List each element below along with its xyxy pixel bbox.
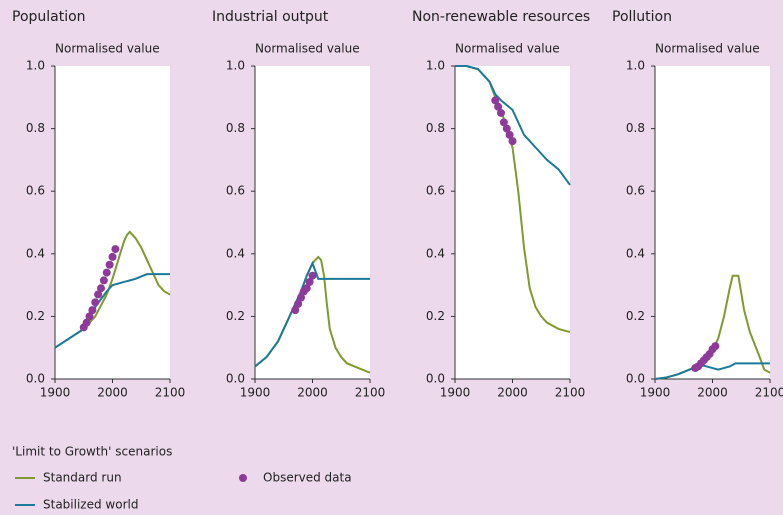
observed-point [297,293,305,302]
observed-point [91,298,100,307]
observed-point [111,245,120,254]
observed-point [308,271,317,280]
y-tick-label: 1.0 [426,59,445,73]
y-tick-label: 0.4 [626,246,645,260]
y-tick-label: 0.0 [426,372,445,386]
y-tick-label: 0.8 [26,121,45,135]
y-axis-label: Normalised value [255,42,360,56]
observed-point [108,252,117,261]
plot-area [655,66,770,379]
legend-swatch [239,474,247,482]
panel-title: Non-renewable resources [412,9,590,25]
observed-point [302,284,311,293]
legend-title: 'Limit to Growth' scenarios [12,445,172,459]
x-tick-label: 2100 [555,386,586,400]
legend-label: Stabilized world [43,498,138,512]
panel-title: Population [12,9,86,25]
legend-label: Standard run [43,471,122,485]
x-tick-label: 2000 [497,386,528,400]
y-tick-label: 0.0 [226,372,245,386]
x-tick-label: 2000 [97,386,128,400]
y-tick-label: 1.0 [226,59,245,73]
x-tick-label: 1900 [40,386,71,400]
observed-point [105,260,114,269]
y-axis-label: Normalised value [55,42,160,56]
plot-area [255,66,370,379]
y-tick-label: 1.0 [626,59,645,73]
y-tick-label: 0.6 [26,184,45,198]
observed-point [491,96,500,105]
y-tick-label: 0.8 [626,121,645,135]
panel-title: Pollution [612,9,672,25]
y-tick-label: 0.6 [626,184,645,198]
x-tick-label: 2100 [355,386,386,400]
observed-point [85,312,94,321]
x-tick-label: 2000 [697,386,728,400]
x-tick-label: 1900 [640,386,671,400]
legend-label: Observed data [263,471,352,485]
y-tick-label: 0.0 [26,372,45,386]
series-line [54,230,171,349]
observed-point [99,276,108,285]
y-tick-label: 0.8 [426,121,445,135]
y-tick-label: 0.4 [26,246,45,260]
x-tick-label: 2100 [755,386,783,400]
x-tick-label: 2000 [297,386,328,400]
plot-area [55,66,170,379]
observed-point [502,124,511,133]
observed-point [494,102,503,111]
plot-area [455,66,570,379]
y-tick-label: 0.2 [426,309,445,323]
y-tick-label: 0.4 [426,246,445,260]
observed-point [88,306,97,315]
observed-point [505,130,514,139]
observed-point [291,306,300,315]
observed-point [102,268,111,277]
y-tick-label: 0.2 [226,309,245,323]
series-line [455,65,571,186]
y-tick-label: 0.8 [226,121,245,135]
panel-title: Industrial output [212,9,329,25]
y-tick-label: 0.2 [26,309,45,323]
x-tick-label: 1900 [240,386,271,400]
y-tick-label: 0.6 [226,184,245,198]
x-tick-label: 2100 [155,386,186,400]
y-tick-label: 0.6 [426,184,445,198]
y-tick-label: 0.0 [626,372,645,386]
y-tick-label: 0.4 [226,246,245,260]
y-tick-label: 1.0 [26,59,45,73]
observed-point [94,290,103,299]
observed-point [294,299,303,308]
observed-point [499,118,508,127]
observed-point [305,277,314,286]
observed-point [97,284,105,293]
observed-point [497,108,505,117]
series-line [654,362,770,380]
observed-point [508,137,517,146]
observed-point [711,342,720,351]
y-axis-label: Normalised value [655,42,760,56]
y-axis-label: Normalised value [455,42,560,56]
observed-point [82,318,91,327]
y-tick-label: 0.2 [626,309,645,323]
x-tick-label: 1900 [440,386,471,400]
